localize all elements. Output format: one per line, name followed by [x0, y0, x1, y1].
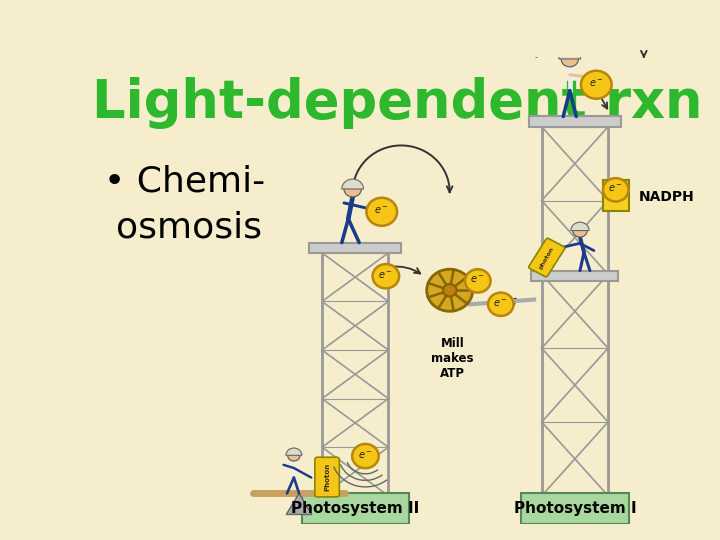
Text: $e^-$: $e^-$ — [493, 298, 508, 309]
Text: $e^-$: $e^-$ — [608, 184, 623, 194]
Text: $e^-$: $e^-$ — [589, 78, 604, 89]
Wedge shape — [571, 222, 589, 231]
Circle shape — [352, 444, 379, 468]
Text: • Chemi-: • Chemi- — [104, 165, 265, 199]
FancyBboxPatch shape — [315, 457, 339, 497]
FancyBboxPatch shape — [302, 494, 409, 524]
Circle shape — [372, 264, 399, 288]
Bar — [309, 242, 401, 253]
Wedge shape — [286, 448, 302, 455]
FancyBboxPatch shape — [603, 180, 629, 211]
Circle shape — [573, 224, 587, 237]
Text: $e^-$: $e^-$ — [374, 205, 390, 217]
Circle shape — [427, 269, 473, 311]
Text: NADPH: NADPH — [639, 190, 695, 204]
Bar — [531, 271, 618, 281]
Text: Photon: Photon — [324, 463, 330, 491]
FancyBboxPatch shape — [528, 238, 565, 277]
Text: $e^-$: $e^-$ — [358, 450, 373, 461]
Bar — [529, 117, 621, 127]
Circle shape — [465, 269, 490, 293]
Circle shape — [366, 198, 397, 226]
Text: Mill
makes
ATP: Mill makes ATP — [431, 337, 474, 380]
Circle shape — [581, 71, 612, 99]
Text: osmosis: osmosis — [116, 210, 262, 244]
Text: Light-dependent rxn: Light-dependent rxn — [91, 77, 702, 129]
FancyBboxPatch shape — [521, 494, 629, 524]
Circle shape — [488, 293, 513, 316]
Wedge shape — [559, 49, 580, 59]
Circle shape — [344, 181, 361, 197]
Wedge shape — [342, 179, 364, 189]
Polygon shape — [287, 494, 312, 515]
Circle shape — [603, 178, 629, 201]
Circle shape — [288, 450, 300, 461]
Circle shape — [561, 51, 578, 67]
Text: $e^-$: $e^-$ — [470, 274, 485, 286]
Text: Photosystem II: Photosystem II — [291, 501, 419, 516]
Circle shape — [443, 284, 456, 296]
Text: $e^-$: $e^-$ — [379, 270, 393, 281]
Text: Photosystem I: Photosystem I — [513, 501, 636, 516]
Text: photon: photon — [539, 246, 555, 269]
